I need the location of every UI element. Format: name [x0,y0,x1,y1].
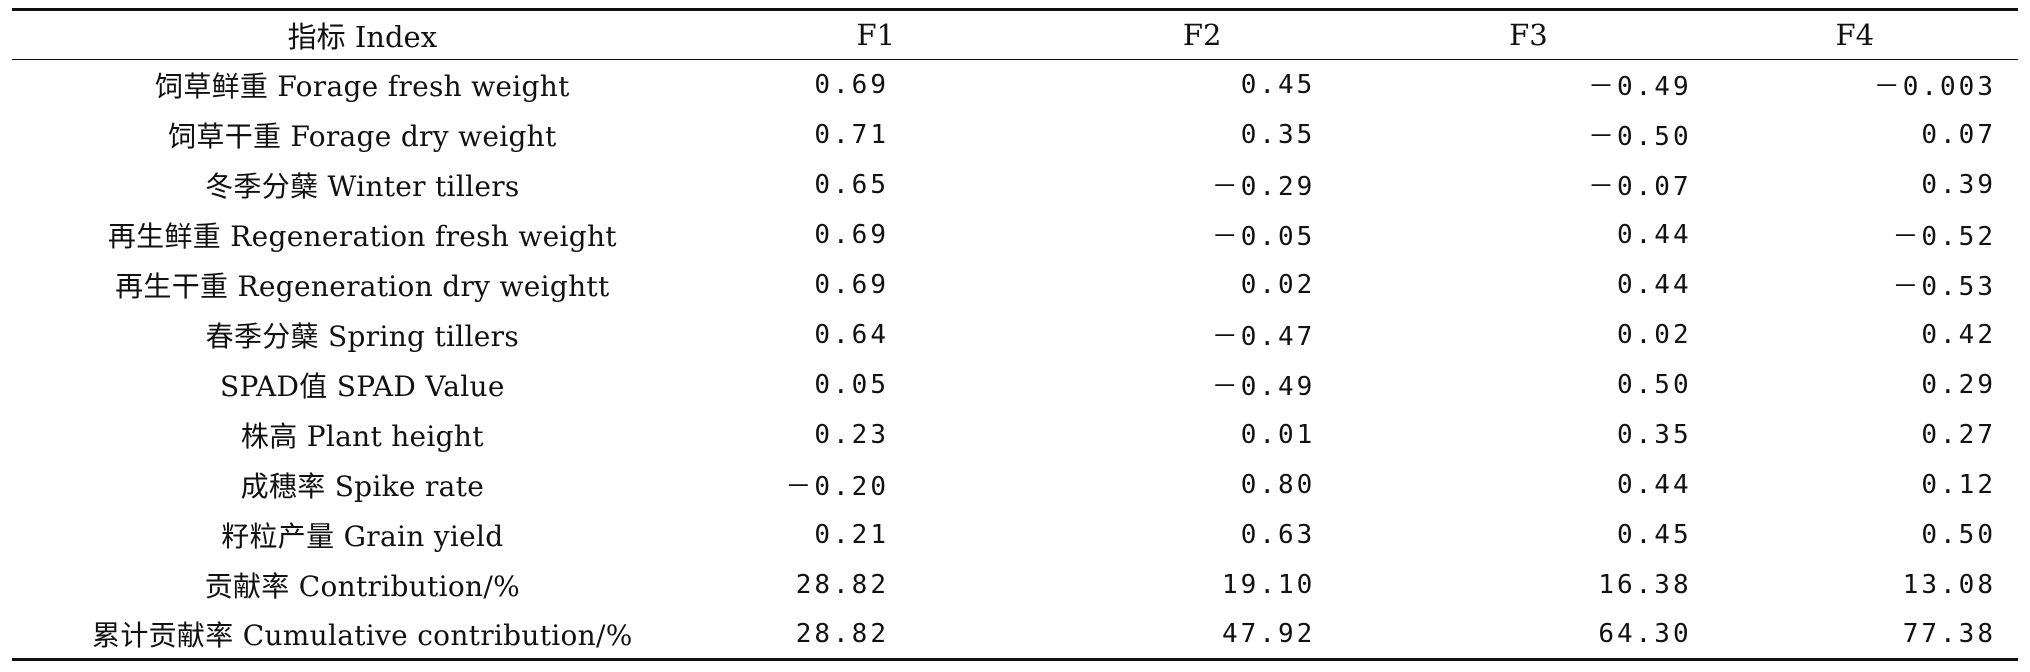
index-cell: SPAD值 SPAD Value [219,369,505,403]
f3-cell: 16.38 [1598,569,1692,600]
f4-cell: －0.53 [1892,272,1996,302]
f4-cell: －0.003 [1873,72,1996,103]
header-row: 指标 Index F1 F2 F3 F4 [12,8,2018,60]
f3-cell: 0.02 [1617,319,1692,350]
f4-cell: 0.50 [1921,519,1996,550]
f1-cell: 28.82 [795,569,889,600]
table-row: 再生鲜重 Regeneration fresh weight 0.69 －0.0… [12,210,2018,260]
f2-cell: －0.05 [1211,222,1316,252]
table-row: 累计贡献率 Cumulative contribution/% 28.82 47… [12,609,2018,661]
table-row: 籽粒产量 Grain yield 0.21 0.63 0.45 0.50 [12,510,2018,560]
header-f2: F2 [1039,8,1366,60]
table-row: 成穗率 Spike rate －0.20 0.80 0.44 0.12 [12,460,2018,510]
f1-cell: 0.05 [814,369,889,400]
f4-cell: 0.42 [1921,319,1996,350]
f1-cell: 0.69 [814,269,889,300]
table-row: 春季分蘖 Spring tillers 0.64 －0.47 0.02 0.42 [12,310,2018,360]
f1-cell: 0.23 [814,419,889,450]
table-row: 饲草干重 Forage dry weight 0.71 0.35 －0.50 0… [12,110,2018,160]
f1-cell: 0.71 [814,119,889,150]
f3-cell: 0.44 [1617,219,1692,250]
f1-cell: 28.82 [712,609,1039,661]
f3-cell: 0.50 [1617,369,1692,400]
f2-cell: 0.01 [1240,419,1316,450]
factor-loading-table: 指标 Index F1 F2 F3 F4 饲草鲜重 Forage fresh w… [12,8,2018,661]
f2-cell: －0.49 [1211,372,1316,402]
index-cell: 再生鲜重 Regeneration fresh weight [107,219,617,253]
header-f3: F3 [1365,8,1692,60]
f3-cell: 0.35 [1617,419,1692,450]
f3-cell: －0.49 [1588,72,1692,103]
table-row: 再生干重 Regeneration dry weightt 0.69 0.02 … [12,260,2018,310]
index-cell: 春季分蘖 Spring tillers [205,319,520,353]
table-row: 贡献率 Contribution/% 28.82 19.10 16.38 13.… [12,560,2018,610]
index-cell: 冬季分蘖 Winter tillers [205,169,520,203]
f2-cell: －0.29 [1211,172,1316,202]
index-cell: 成穗率 Spike rate [240,469,485,503]
f2-cell: 0.63 [1240,519,1316,550]
f2-cell: 0.80 [1240,469,1316,500]
f4-cell: 0.07 [1921,119,1996,150]
table-row: 冬季分蘖 Winter tillers 0.65 －0.29 －0.07 0.3… [12,160,2018,210]
f1-cell: 0.69 [814,69,889,100]
f3-cell: －0.07 [1588,172,1692,202]
f4-cell: 0.39 [1921,169,1996,200]
table-row: 饲草鲜重 Forage fresh weight 0.69 0.45 －0.49… [12,60,2018,110]
f2-cell: －0.47 [1211,322,1316,352]
index-cell: 饲草鲜重 Forage fresh weight [155,69,570,103]
index-cell: 累计贡献率 Cumulative contribution/% [12,609,713,661]
f1-cell: 0.21 [814,519,889,550]
f2-cell: 47.92 [1039,609,1366,661]
f4-cell: 13.08 [1902,569,1996,600]
table-body: 饲草鲜重 Forage fresh weight 0.69 0.45 －0.49… [12,60,2018,661]
f4-cell: 77.38 [1691,609,2018,661]
f1-cell: 0.64 [814,319,889,350]
f4-cell: 0.12 [1921,469,1996,500]
index-cell: 饲草干重 Forage dry weight [168,119,557,153]
index-cell: 籽粒产量 Grain yield [221,519,504,553]
f4-cell: 0.27 [1921,419,1996,450]
index-cell: 再生干重 Regeneration dry weightt [115,269,610,303]
f3-cell: 64.30 [1365,609,1692,661]
f1-cell: 0.69 [814,219,889,250]
f1-cell: 0.65 [814,169,889,200]
f3-cell: 0.45 [1617,519,1692,550]
f2-cell: 0.35 [1240,119,1316,150]
f3-cell: 0.44 [1617,269,1692,300]
f2-cell: 19.10 [1222,569,1316,600]
f1-cell: －0.20 [785,472,889,502]
header-f1: F1 [712,8,1039,60]
f3-cell: －0.50 [1588,122,1692,152]
f4-cell: －0.52 [1892,222,1996,252]
table-header: 指标 Index F1 F2 F3 F4 [12,8,2018,60]
header-index: 指标 Index [12,8,713,60]
f3-cell: 0.44 [1617,469,1692,500]
f4-cell: 0.29 [1921,369,1996,400]
index-cell: 贡献率 Contribution/% [204,569,520,603]
f2-cell: 0.02 [1240,269,1316,300]
table-row: 株高 Plant height 0.23 0.01 0.35 0.27 [12,410,2018,460]
header-f4: F4 [1691,8,2018,60]
table-row: SPAD值 SPAD Value 0.05 －0.49 0.50 0.29 [12,360,2018,410]
f2-cell: 0.45 [1240,69,1316,100]
index-cell: 株高 Plant height [240,419,484,453]
